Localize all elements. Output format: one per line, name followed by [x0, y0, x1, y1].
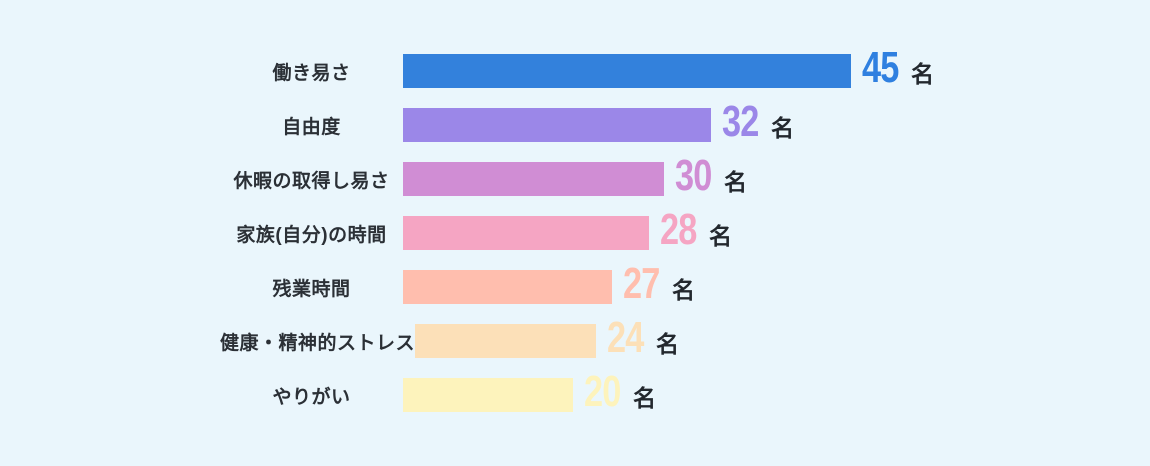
category-label-column: 自由度	[0, 112, 403, 139]
bar-row: 残業時間 27 名	[0, 259, 1150, 308]
value-number: 20	[584, 367, 621, 416]
bar-row: 休暇の取得し易さ 30 名	[0, 151, 1150, 200]
category-label: 休暇の取得し易さ	[233, 170, 390, 192]
bar	[403, 270, 612, 304]
bar	[415, 324, 597, 358]
category-label: 残業時間	[272, 278, 351, 300]
value-unit: 名	[708, 223, 732, 249]
value-label: 27 名	[623, 259, 695, 308]
category-label: 自由度	[282, 116, 341, 138]
category-label: 家族(自分)の時間	[236, 224, 387, 246]
category-label-column: 働き易さ	[0, 58, 403, 85]
bar-row: 健康・精神的ストレス 24 名	[0, 313, 1150, 362]
value-unit: 名	[910, 61, 934, 87]
value-label: 45 名	[862, 43, 934, 92]
value-label: 24 名	[607, 313, 679, 362]
category-label: 健康・精神的ストレス	[220, 332, 416, 354]
value-number: 30	[675, 151, 712, 200]
value-label: 30 名	[675, 151, 747, 200]
category-label-column: 残業時間	[0, 274, 403, 301]
category-label-column: やりがい	[0, 382, 403, 409]
bar-rows-container: 働き易さ 45 名 自由度 32 名 休暇の取得し易さ 30 名 家族(自分)の…	[0, 43, 1150, 416]
value-number: 24	[607, 313, 644, 362]
category-label-column: 家族(自分)の時間	[0, 220, 403, 247]
value-unit: 名	[632, 385, 656, 411]
value-label: 20 名	[584, 367, 656, 416]
value-number: 27	[623, 259, 660, 308]
value-label: 32 名	[722, 97, 794, 146]
bar-row: 働き易さ 45 名	[0, 43, 1150, 92]
value-number: 45	[862, 43, 899, 92]
value-unit: 名	[723, 169, 747, 195]
category-label: 働き易さ	[272, 62, 351, 84]
value-unit: 名	[770, 115, 794, 141]
value-number: 32	[722, 97, 759, 146]
bar-row: 家族(自分)の時間 28 名	[0, 205, 1150, 254]
category-label-column: 休暇の取得し易さ	[0, 166, 403, 193]
category-label: やりがい	[272, 386, 351, 408]
bar-row: 自由度 32 名	[0, 97, 1150, 146]
value-label: 28 名	[660, 205, 732, 254]
bar	[403, 216, 649, 250]
bar	[403, 108, 711, 142]
value-number: 28	[660, 205, 697, 254]
value-unit: 名	[671, 277, 695, 303]
value-unit: 名	[655, 331, 679, 357]
bar-row: やりがい 20 名	[0, 367, 1150, 416]
category-label-column: 健康・精神的ストレス	[0, 328, 415, 355]
bar	[403, 54, 851, 88]
bar	[403, 162, 664, 196]
bar	[403, 378, 573, 412]
